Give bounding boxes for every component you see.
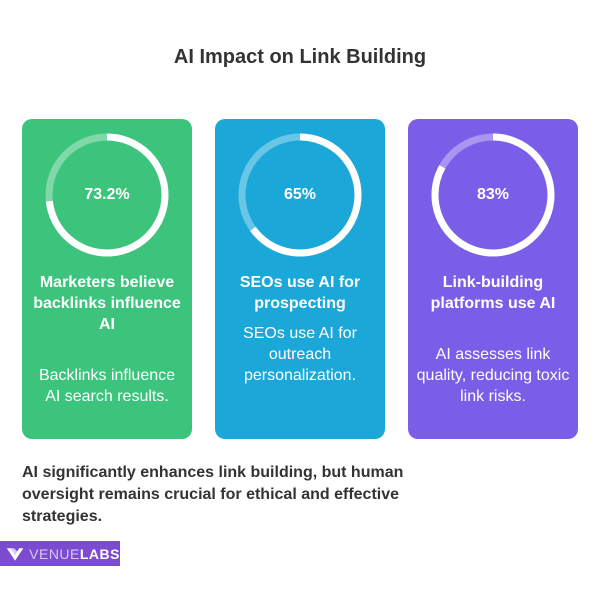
progress-ring-fill [45,133,169,257]
stat-heading: SEOs use AI for prospecting [239,274,361,312]
venuelabs-logo: VENUELABS [0,541,120,566]
stat-description: Backlinks influence AI search results. [38,367,176,405]
logo-wordmark: VENUELABS [29,546,120,562]
venuelabs-v-logo-icon [6,547,24,561]
stat-percent: 73.2% [84,186,130,203]
progress-ring [235,130,365,260]
progress-ring-fill [238,133,362,257]
progress-ring-svg [45,133,169,257]
progress-ring [428,130,558,260]
stat-heading: Marketers believe backlinks influence AI [33,274,181,333]
conclusion-text: AI significantly enhances link building,… [22,464,404,525]
logo-part-labs: LABS [79,545,120,562]
progress-ring-svg [431,133,555,257]
stat-percent: 65% [283,186,317,203]
logo-part-venue: VENUE [29,545,80,562]
stat-card-platforms: 83% Link-building platforms use AI AI as… [408,119,578,439]
stat-percent: 83% [476,186,510,203]
progress-ring [42,130,172,260]
stat-card-seos: 65% SEOs use AI for prospecting SEOs use… [215,119,385,439]
stat-heading: Link-building platforms use AI [430,274,556,312]
stat-description: AI assesses link quality, reducing toxic… [416,346,570,405]
stat-card-marketers: 73.2% Marketers believe backlinks influe… [22,119,192,439]
stat-description: SEOs use AI for outreach personalization… [243,325,357,384]
page-title: AI Impact on Link Building [173,46,427,68]
progress-ring-fill [431,133,555,257]
progress-ring-svg [238,133,362,257]
